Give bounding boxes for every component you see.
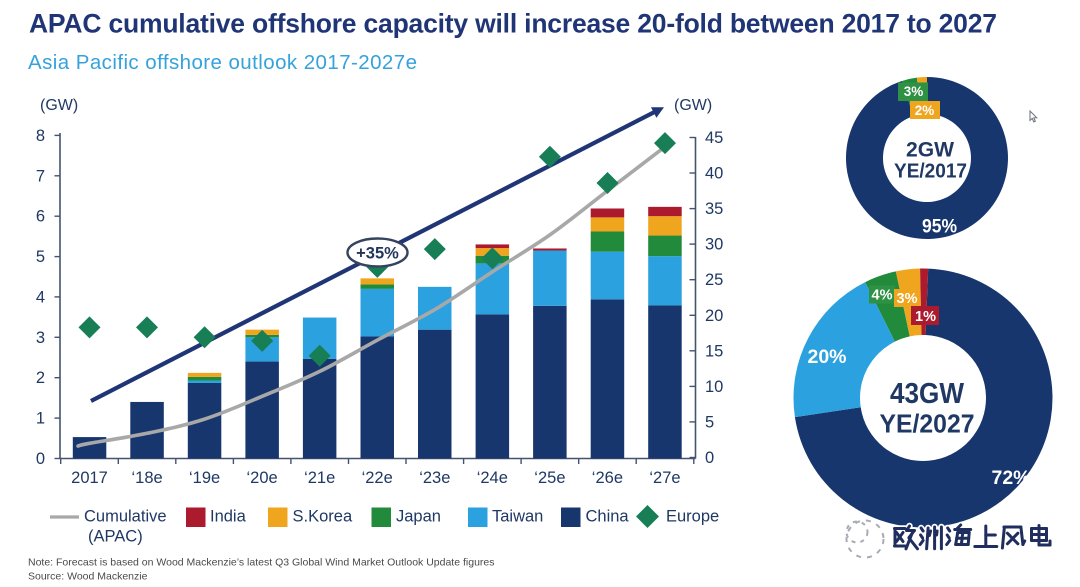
svg-text:7: 7: [36, 167, 45, 185]
svg-text:30: 30: [705, 236, 723, 254]
svg-text:2GW: 2GW: [906, 139, 954, 162]
svg-text:Source: Wood Mackenzie: Source: Wood Mackenzie: [28, 571, 148, 583]
svg-text:35: 35: [705, 200, 723, 218]
svg-text:S.Korea: S.Korea: [293, 508, 353, 526]
svg-text:‘24e: ‘24e: [477, 469, 508, 487]
svg-text:Europe: Europe: [666, 508, 719, 526]
svg-text:‘25e: ‘25e: [534, 469, 565, 487]
svg-text:Asia Pacific offshore outlook: Asia Pacific offshore outlook 2017-2027e: [28, 51, 417, 74]
svg-text:Taiwan: Taiwan: [492, 508, 543, 526]
svg-text:95%: 95%: [922, 217, 957, 238]
svg-text:5: 5: [36, 248, 45, 266]
svg-text:Note: Forecast is based on Woo: Note: Forecast is based on Wood Mackenzi…: [28, 557, 495, 569]
svg-text:(GW): (GW): [674, 97, 712, 114]
svg-text:(GW): (GW): [40, 97, 78, 114]
svg-text:‘18e: ‘18e: [131, 469, 162, 487]
svg-text:1%: 1%: [915, 309, 936, 325]
svg-text:‘22e: ‘22e: [362, 469, 393, 487]
svg-text:10: 10: [705, 378, 723, 396]
svg-text:43GW: 43GW: [890, 378, 965, 410]
svg-text:40: 40: [705, 165, 723, 183]
svg-text:India: India: [210, 508, 247, 526]
svg-text:5: 5: [705, 413, 714, 431]
svg-text:YE/2017: YE/2017: [894, 160, 967, 183]
svg-text:45: 45: [705, 129, 723, 147]
svg-text:25: 25: [705, 271, 723, 289]
svg-text:‘19e: ‘19e: [189, 469, 220, 487]
svg-text:6: 6: [36, 208, 45, 226]
svg-text:72%: 72%: [991, 467, 1030, 489]
svg-text:3%: 3%: [897, 291, 918, 307]
svg-text:‘20e: ‘20e: [246, 469, 277, 487]
svg-text:4: 4: [36, 288, 45, 306]
svg-text:2%: 2%: [915, 103, 935, 118]
svg-text:Cumulative: Cumulative: [84, 508, 167, 526]
svg-text:China: China: [586, 508, 630, 526]
svg-text:‘27e: ‘27e: [649, 469, 680, 487]
svg-text:0: 0: [36, 450, 45, 468]
svg-text:‘26e: ‘26e: [592, 469, 623, 487]
svg-text:3%: 3%: [904, 84, 924, 99]
svg-text:‘23e: ‘23e: [419, 469, 450, 487]
svg-text:3: 3: [36, 329, 45, 347]
svg-text:8: 8: [36, 127, 45, 145]
svg-text:(APAC): (APAC): [88, 528, 143, 546]
svg-text:20%: 20%: [807, 346, 846, 368]
svg-text:Japan: Japan: [396, 508, 441, 526]
svg-text:20: 20: [705, 307, 723, 325]
svg-text:15: 15: [705, 342, 723, 360]
svg-text:2: 2: [36, 369, 45, 387]
svg-text:+35%: +35%: [356, 245, 399, 263]
svg-text:0: 0: [705, 449, 714, 467]
svg-text:‘21e: ‘21e: [304, 469, 335, 487]
svg-text:2017: 2017: [71, 469, 108, 487]
svg-text:YE/2027: YE/2027: [880, 409, 975, 439]
svg-text:1: 1: [36, 410, 45, 428]
svg-text:4%: 4%: [872, 288, 893, 304]
svg-text:APAC cumulative offshore capac: APAC cumulative offshore capacity will i…: [29, 9, 997, 39]
